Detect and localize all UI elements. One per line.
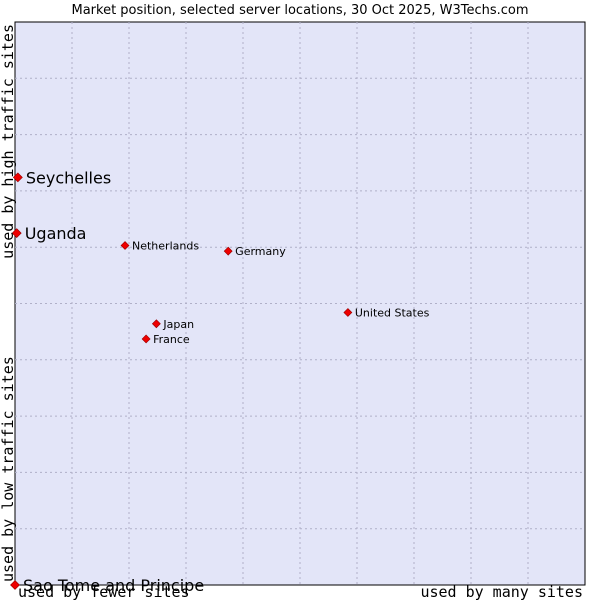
data-point-label: Uganda [25, 224, 87, 243]
data-point-label: Germany [235, 245, 286, 258]
y-axis-label-bottom: used by low traffic sites [0, 356, 17, 582]
y-axis-label-top: used by high traffic sites [0, 24, 17, 259]
x-axis-label-left: used by fewer sites [18, 583, 190, 600]
chart-title: Market position, selected server locatio… [71, 3, 528, 18]
data-point-marker [223, 246, 233, 256]
data-point-marker [11, 228, 22, 239]
data-point-label: Netherlands [132, 240, 199, 253]
data-point-marker [141, 334, 151, 344]
grid-lines [15, 22, 585, 585]
data-point-label: Sao Tome and Principe [23, 576, 204, 595]
data-points: Seychelles Uganda Sao Tome and Principe Net… [10, 168, 430, 595]
data-point-marker [343, 308, 353, 317]
x-axis-label-right: used by many sites [420, 583, 583, 600]
data-point-label: Seychelles [26, 168, 111, 187]
data-point-marker [151, 319, 161, 329]
data-point-label: United States [355, 307, 430, 320]
data-point-marker [120, 241, 130, 250]
data-point-label: Japan [162, 318, 194, 331]
data-point-label: France [153, 333, 190, 346]
data-point-marker [10, 580, 20, 590]
data-point-marker [12, 172, 23, 183]
